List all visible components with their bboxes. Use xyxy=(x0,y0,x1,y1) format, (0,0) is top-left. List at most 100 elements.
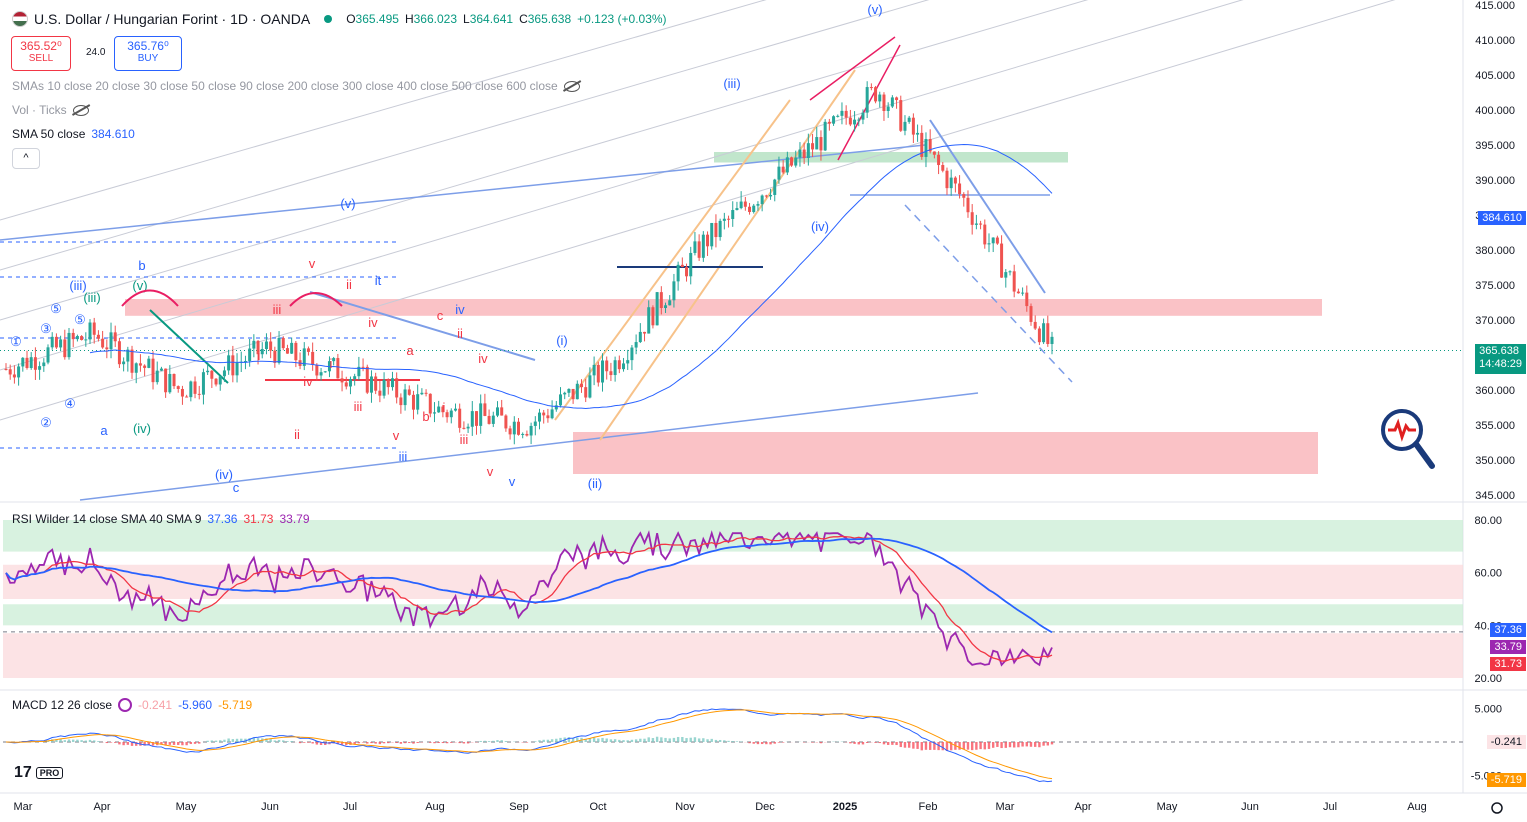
wave-label: iii xyxy=(399,449,408,464)
dashed-levels xyxy=(0,241,400,449)
sma50-label: SMA 50 close xyxy=(12,127,86,141)
wave-label: i xyxy=(330,356,333,371)
macd-histogram-bar xyxy=(403,742,407,744)
candle-body xyxy=(802,149,806,159)
candle-body xyxy=(470,411,474,427)
candle-body xyxy=(680,264,684,268)
candle-body xyxy=(882,94,886,111)
candle-body xyxy=(722,218,726,221)
macd-histogram-bar xyxy=(1029,742,1033,747)
candle-body xyxy=(739,201,743,209)
vol-legend[interactable]: Vol · Ticks xyxy=(12,103,89,117)
macd-histogram-bar xyxy=(1004,742,1007,748)
wave-label: (iv) xyxy=(215,467,233,482)
candle-body xyxy=(176,386,180,389)
x-tick-label: Mar xyxy=(996,801,1015,813)
candle-body xyxy=(563,392,567,395)
y-tick-label: 345.000 xyxy=(1475,490,1515,502)
wave-label: (v) xyxy=(867,2,882,17)
wave-label: (iv) xyxy=(133,421,151,436)
candle-body xyxy=(567,388,571,393)
macd-legend[interactable]: MACD 12 26 close -0.241 -5.960 -5.719 xyxy=(12,698,252,712)
macd-histogram-bar xyxy=(160,742,163,745)
macd-histogram-bar xyxy=(874,742,877,743)
channel-line xyxy=(0,0,1396,421)
macd-histogram-bar xyxy=(143,742,146,746)
candle-body xyxy=(697,241,701,258)
sell-label: SELL xyxy=(28,53,54,64)
symbol-title[interactable]: U.S. Dollar / Hungarian Forint · 1D · OA… xyxy=(34,11,311,27)
macd-histogram-bar xyxy=(697,738,701,742)
macd-histogram-bar xyxy=(487,741,491,742)
candle-body xyxy=(504,415,508,429)
macd-histogram-bar xyxy=(920,742,923,751)
candle-body xyxy=(832,116,836,124)
candle-body xyxy=(420,392,424,395)
candle-body xyxy=(264,341,268,349)
candle-body xyxy=(794,157,798,166)
macd-histogram-bar xyxy=(991,742,995,748)
macd-histogram-bar xyxy=(387,742,390,744)
candle-body xyxy=(538,412,542,422)
macd-histogram-bar xyxy=(319,742,323,745)
candle-body xyxy=(853,119,857,125)
collapse-legend-button[interactable]: ^ xyxy=(12,148,40,169)
vol-label: Vol · Ticks xyxy=(12,103,67,117)
macd-histogram-bar xyxy=(395,742,398,744)
hidden-eye-icon[interactable] xyxy=(72,104,89,116)
sell-button[interactable]: 365.52⁰ SELL xyxy=(11,36,71,71)
wave-circle-label: ⑤ xyxy=(50,301,62,316)
candle-body xyxy=(1037,328,1041,343)
macd-histogram-bar xyxy=(345,742,348,746)
candle-body xyxy=(353,376,357,379)
candle-body xyxy=(88,322,92,340)
candle-body xyxy=(622,363,626,370)
macd-histogram-bar xyxy=(130,742,134,746)
macd-histogram-bar xyxy=(571,737,575,742)
macd-histogram-bar xyxy=(576,737,579,742)
settings-circle-icon[interactable] xyxy=(118,698,133,712)
candle-body xyxy=(122,361,126,365)
candle-body xyxy=(571,388,575,400)
macd-signal-line xyxy=(5,709,1053,780)
macd-histogram-bar xyxy=(483,740,487,742)
sma50-legend[interactable]: SMA 50 close 384.610 xyxy=(12,127,135,141)
macd-histogram-bar xyxy=(269,739,272,742)
macd-histogram-bar xyxy=(643,738,646,742)
trend-line xyxy=(0,144,926,241)
macd-histogram-bar xyxy=(445,742,449,744)
macd-histogram-bar xyxy=(958,742,961,750)
macd-histogram-bar xyxy=(878,742,881,744)
candle-body xyxy=(311,351,315,365)
wave-label: iii xyxy=(354,399,363,414)
macd-histogram-bar xyxy=(546,739,550,742)
wave-label: v xyxy=(309,256,316,271)
candle-body xyxy=(1029,306,1033,322)
wave-label: v xyxy=(509,474,516,489)
candle-body xyxy=(634,342,638,348)
hidden-eye-icon[interactable] xyxy=(563,80,580,92)
candle-body xyxy=(592,364,596,376)
candle-body xyxy=(546,415,550,419)
y-tick-label: 360.000 xyxy=(1475,385,1515,397)
zone-upper xyxy=(714,152,1068,163)
wave-circle-label: ② xyxy=(40,415,52,430)
candle-body xyxy=(764,195,768,197)
buy-button[interactable]: 365.76⁰ BUY xyxy=(114,36,182,71)
macd-histogram-bar xyxy=(109,742,113,743)
candle-body xyxy=(495,407,499,416)
candle-body xyxy=(17,366,21,378)
candle-body xyxy=(453,408,457,411)
candle-body xyxy=(109,332,113,350)
tradingview-logo[interactable]: 17 PRO xyxy=(14,764,64,782)
candle-body xyxy=(953,177,957,184)
symbol-legend: U.S. Dollar / Hungarian Forint · 1D · OA… xyxy=(12,11,667,27)
candle-body xyxy=(521,433,525,435)
macd-histogram-bar xyxy=(891,742,894,745)
candle-body xyxy=(932,151,936,155)
candle-body xyxy=(113,332,117,342)
smas-legend[interactable]: SMAs 10 close 20 close 30 close 50 close… xyxy=(12,79,580,93)
macd-histogram-bar xyxy=(72,739,75,742)
rsi-legend[interactable]: RSI Wilder 14 close SMA 40 SMA 9 37.36 3… xyxy=(12,512,310,526)
